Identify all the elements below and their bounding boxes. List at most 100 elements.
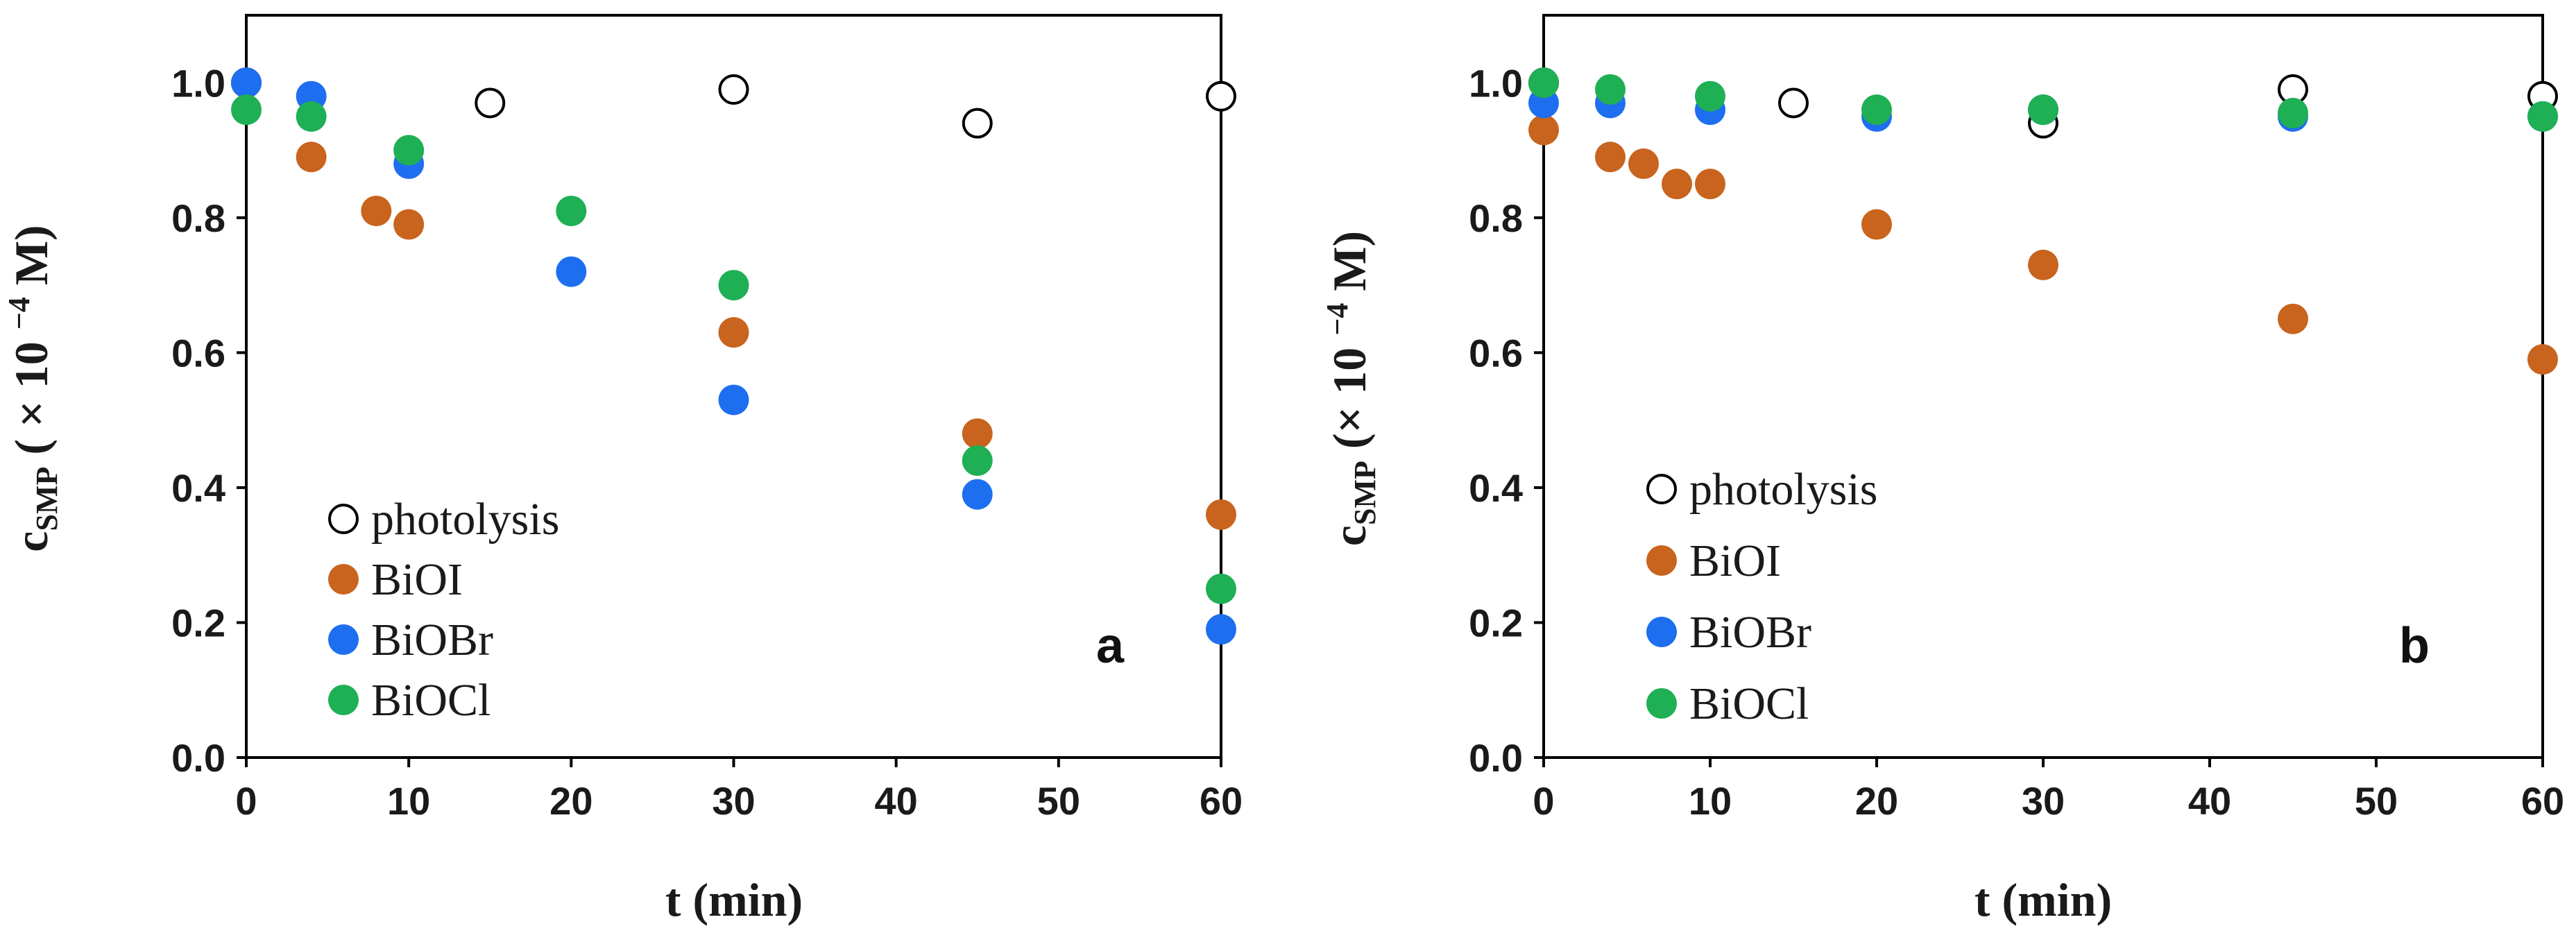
y-tick-label: 0.8 — [1469, 196, 1523, 240]
y-tick-label: 0.6 — [171, 331, 225, 375]
series-biocl — [1528, 67, 2558, 132]
y-tick-label: 0.4 — [171, 466, 225, 510]
data-point — [2028, 94, 2058, 126]
y-axis-title-part: ( × 10 — [5, 330, 58, 466]
legend-marker — [1646, 474, 1677, 504]
data-point — [962, 418, 993, 450]
data-point — [2527, 101, 2558, 132]
y-axis-title-unit: M) — [5, 225, 58, 297]
data-point — [1778, 87, 1809, 119]
y-axis-title-superscript: −4 — [2, 297, 36, 330]
data-point — [1528, 67, 1559, 99]
legend-marker — [328, 504, 359, 534]
y-axis-title-main: c — [1323, 525, 1376, 546]
panel-label: b — [2399, 618, 2430, 674]
panel-b: 0 10 20 30 40 50 60 0.0 0.2 0.4 0.6 0.8 1.0 t (min) cS… — [1320, 14, 2564, 926]
legend-label: BiOCl — [1689, 678, 1809, 729]
data-point — [1206, 573, 1236, 604]
data-point — [231, 67, 262, 99]
legend-label: BiOCl — [371, 675, 491, 726]
x-tick-label: 60 — [2521, 779, 2564, 823]
data-point — [1861, 94, 1892, 126]
series-bioi — [1528, 114, 2558, 375]
x-tick-label: 10 — [387, 779, 430, 823]
data-point — [296, 142, 327, 173]
y-axis-title: cSMP ( × 10 −4 M) — [2, 225, 64, 552]
x-tick-label: 30 — [712, 779, 755, 823]
legend-marker — [328, 685, 359, 715]
panel-a: 0 10 20 30 40 50 60 0.0 0.2 0.4 0.6 0.8 1.0 t (min) cS… — [2, 14, 1243, 926]
data-point — [718, 384, 749, 416]
y-tick-label: 0.8 — [171, 196, 225, 240]
data-point — [962, 108, 993, 139]
y-axis-title: cSMP (× 10 −4 M) — [1320, 231, 1382, 546]
data-point — [1662, 169, 1692, 200]
x-axis-title: t (min) — [1974, 873, 2112, 926]
y-tick-label: 0.4 — [1469, 466, 1523, 510]
legend-marker — [1646, 688, 1677, 719]
data-point — [1595, 74, 1626, 105]
data-point — [718, 74, 749, 105]
legend-label: BiOBr — [371, 615, 493, 665]
data-point — [475, 87, 506, 119]
data-point — [962, 479, 993, 510]
y-axis-title-subscript: SMP — [30, 467, 64, 531]
legend-label: BiOBr — [1689, 607, 1811, 658]
data-point — [361, 196, 392, 227]
data-point — [1595, 142, 1626, 173]
data-point — [231, 94, 262, 126]
data-point — [718, 270, 749, 301]
series-biocl — [231, 94, 1236, 604]
data-point — [1695, 169, 1725, 200]
x-tick-label: 0 — [235, 779, 257, 823]
data-point — [2028, 249, 2058, 280]
y-tick-label: 0.2 — [1469, 601, 1523, 644]
y-tick-label: 0.0 — [1469, 736, 1523, 780]
x-axis-title: t (min) — [665, 873, 803, 926]
data-point — [393, 135, 425, 166]
legend-label: photolysis — [371, 494, 559, 545]
y-tick-label: 0.6 — [1469, 331, 1523, 375]
y-axis-title-part: (× 10 — [1323, 336, 1376, 461]
x-tick-label: 50 — [2355, 779, 2398, 823]
y-axis-title-subscript: SMP — [1348, 461, 1382, 525]
data-point — [1206, 499, 1236, 530]
y-axis-title-unit: M) — [1323, 231, 1376, 303]
data-point — [1695, 80, 1725, 112]
data-point — [1628, 148, 1659, 179]
x-tick-label: 10 — [1689, 779, 1732, 823]
x-tick-label: 20 — [1855, 779, 1898, 823]
data-point — [2278, 303, 2308, 334]
x-tick-label: 0 — [1533, 779, 1554, 823]
x-tick-label: 20 — [549, 779, 592, 823]
legend-marker — [1646, 617, 1677, 647]
y-axis-title-main: c — [5, 531, 58, 552]
y-tick-label: 1.0 — [171, 61, 225, 105]
x-tick-label: 30 — [2022, 779, 2065, 823]
data-point — [2278, 98, 2308, 129]
y-tick-label: 1.0 — [1469, 61, 1523, 105]
data-point — [1206, 614, 1236, 645]
x-tick-label: 40 — [2188, 779, 2231, 823]
legend-marker — [328, 624, 359, 655]
legend-marker — [1646, 545, 1677, 576]
series-photolysis — [231, 67, 1236, 139]
data-point — [393, 209, 425, 240]
y-tick-label: 0.2 — [171, 601, 225, 644]
legend-marker — [328, 564, 359, 595]
data-point — [718, 317, 749, 348]
data-point — [556, 196, 587, 227]
data-point — [556, 256, 587, 287]
y-tick-label: 0.0 — [171, 736, 225, 780]
legend-label: BiOI — [1689, 536, 1781, 586]
legend: photolysis BiOI BiOBr BiOCl — [1646, 464, 1877, 729]
data-point — [2527, 344, 2558, 375]
data-point — [1861, 209, 1892, 240]
panel-label: a — [1096, 618, 1125, 674]
data-point — [1206, 80, 1236, 112]
data-point — [1528, 114, 1559, 146]
data-point — [962, 445, 993, 476]
legend-label: BiOI — [371, 554, 463, 605]
legend: photolysis BiOI BiOBr BiOCl — [328, 494, 559, 726]
